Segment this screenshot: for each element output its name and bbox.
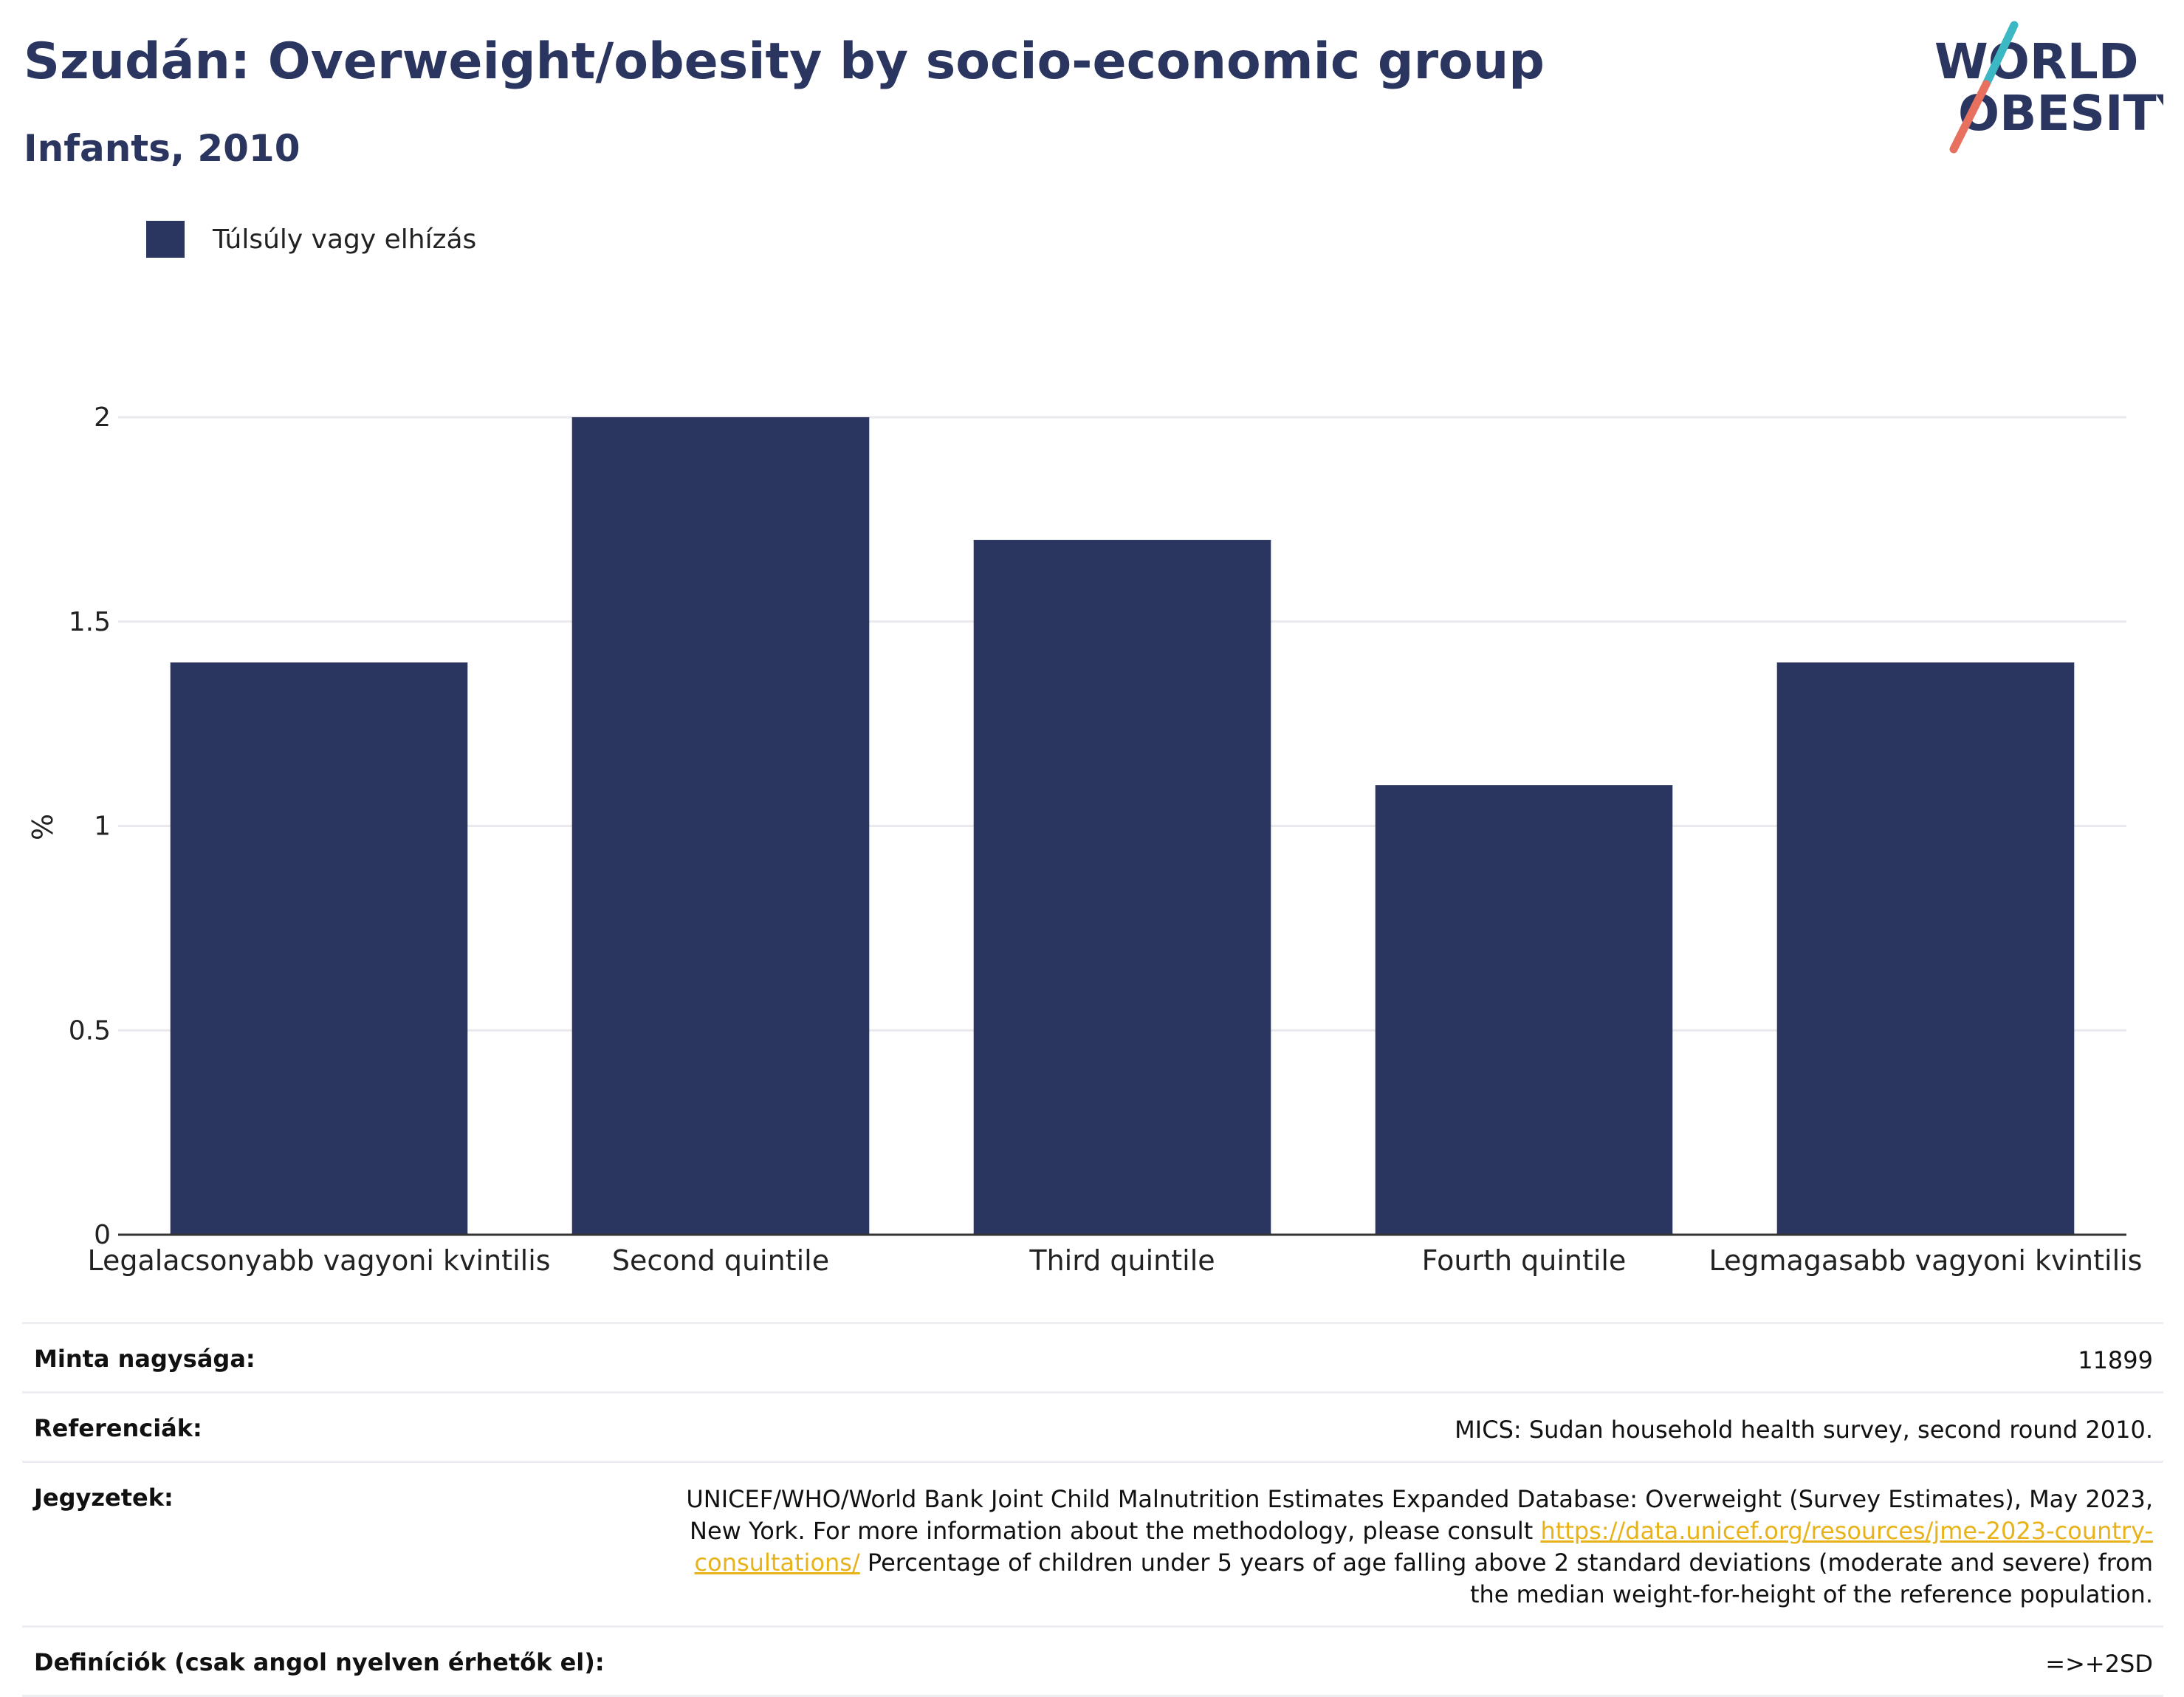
x-category-label: Fourth quintile [1422,1244,1627,1277]
logo-line1: WORLD [1934,33,2139,90]
bar [571,417,870,1235]
definitions-value: =>+2SD [2045,1650,2153,1678]
legend-label: Túlsúly vagy elhízás [213,224,477,255]
sample-size-row: Minta nagysága: 11899 [22,1322,2163,1391]
y-tick-label: 0 [94,1220,111,1250]
sample-size-value: 11899 [2078,1346,2153,1374]
notes-value: UNICEF/WHO/World Bank Joint Child Malnut… [654,1484,2153,1611]
legend-swatch [146,221,185,258]
y-tick-label: 1.5 [69,607,111,637]
x-category-label: Legalacsonyabb vagyoni kvintilis [87,1244,550,1277]
x-category-label: Second quintile [612,1244,829,1277]
notes-text-after: Percentage of children under 5 years of … [859,1549,2153,1608]
definitions-row: Definíciók (csak angol nyelven érhetők e… [22,1625,2163,1697]
logo-slash-bottom [1949,80,1991,154]
y-tick-label: 1 [94,812,111,842]
bar [973,540,1271,1235]
references-value: MICS: Sudan household health survey, sec… [1455,1416,2153,1444]
methodology-link[interactable]: https://data.unicef.org/resources/jme-20… [694,1517,2153,1577]
notes-label: Jegyzetek: [34,1484,174,1512]
logo-line2: OBESITY [1958,85,2163,142]
sample-size-label: Minta nagysága: [34,1345,255,1373]
bar [1375,785,1673,1235]
bar [170,662,468,1235]
legend: Túlsúly vagy elhízás [146,219,476,260]
definitions-label: Definíciók (csak angol nyelven érhetők e… [34,1648,605,1676]
chart-subtitle: Infants, 2010 [24,127,301,170]
x-category-label: Third quintile [1029,1244,1215,1277]
bar-chart: 0 0.5 1 1.5 2 Legalacsonyabb vagyoni kvintili… [69,402,2143,1277]
y-tick-label: 0.5 [69,1015,111,1046]
world-obesity-logo: WORLD OBESITY [1934,21,2163,154]
x-category-label: Legmagasabb vagyoni kvintilis [1709,1244,2143,1277]
metadata-table: Minta nagysága: 11899 Referenciák: MICS:… [22,1322,2163,1697]
notes-row: Jegyzetek: UNICEF/WHO/World Bank Joint C… [22,1461,2163,1625]
references-label: Referenciák: [34,1414,202,1442]
bar [1776,662,2075,1235]
chart-title: Szudán: Overweight/obesity by socio-econ… [24,32,1545,91]
logo-slash-top [1982,21,2019,89]
references-row: Referenciák: MICS: Sudan household healt… [22,1391,2163,1461]
notes-text-before: UNICEF/WHO/World Bank Joint Child Malnut… [686,1485,2153,1545]
y-tick-label: 2 [94,402,111,433]
